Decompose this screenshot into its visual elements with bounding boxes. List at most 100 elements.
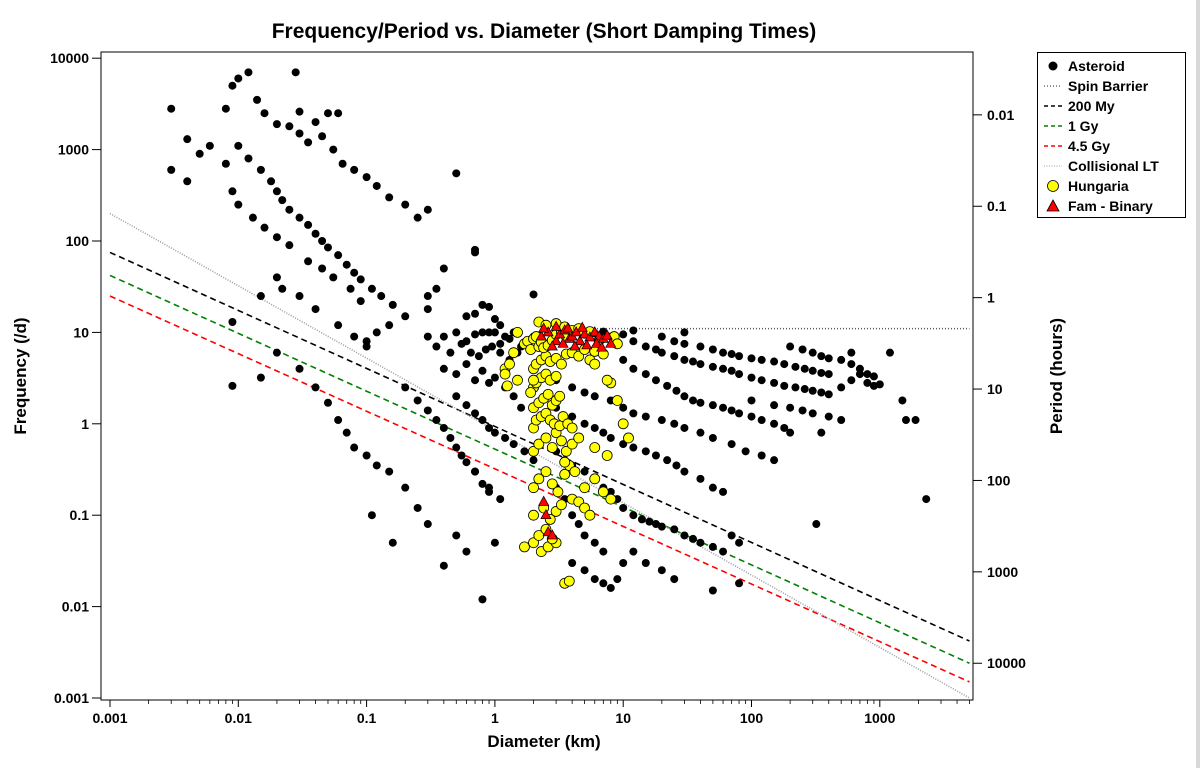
point-asteroid [295, 107, 304, 116]
point-asteroid [311, 118, 320, 127]
legend-symbol-asteroid [1048, 61, 1058, 71]
point-asteroid [439, 561, 448, 570]
point-asteroid [875, 380, 884, 389]
point-asteroid [372, 328, 381, 337]
point-asteroid [680, 531, 689, 540]
point-asteroid [529, 290, 538, 299]
point-asteroid [471, 309, 480, 318]
point-asteroid [329, 145, 338, 154]
point-asteroid [413, 503, 422, 512]
x-tick-label: 0.001 [92, 710, 127, 726]
point-asteroid [490, 538, 499, 547]
point-asteroid [462, 312, 471, 321]
point-asteroid [837, 416, 846, 425]
point-asteroid [228, 381, 237, 390]
point-asteroid [780, 360, 789, 369]
point-asteroid [599, 547, 608, 556]
point-asteroid [490, 315, 499, 324]
point-asteroid [580, 419, 589, 428]
point-asteroid [256, 165, 265, 174]
y2-tick-label: 10000 [987, 655, 1026, 671]
point-asteroid [362, 173, 371, 182]
point-fam-binary [576, 321, 588, 332]
point-asteroid [770, 378, 779, 387]
point-asteroid [757, 355, 766, 364]
point-asteroid [629, 547, 638, 556]
point-asteroid [423, 332, 432, 341]
point-hungaria [589, 473, 601, 485]
legend-item-spin-barrier[interactable]: Spin Barrier [1038, 76, 1187, 96]
point-asteroid [318, 237, 327, 245]
point-hungaria [589, 442, 601, 453]
point-asteroid [680, 467, 689, 476]
point-fam-binary [550, 335, 562, 346]
legend-symbol-collisional-lt [1044, 165, 1062, 167]
point-hungaria [569, 466, 581, 477]
point-hungaria [584, 509, 596, 521]
point-hungaria [563, 575, 575, 587]
point-asteroid [637, 515, 646, 524]
legend-item-1gy[interactable]: 1 Gy [1038, 116, 1187, 136]
point-hungaria [540, 466, 552, 477]
window-edge [1196, 0, 1200, 768]
point-asteroid [689, 534, 698, 543]
point-asteroid [786, 342, 795, 351]
line-1-gy [109, 274, 970, 664]
point-asteroid [496, 321, 505, 330]
point-hungaria [559, 468, 571, 480]
y-tick-label: 0.001 [54, 690, 89, 706]
point-asteroid [670, 352, 679, 361]
point-asteroid [901, 416, 910, 425]
point-asteroid [323, 398, 332, 407]
legend-label-fam-binary: Fam - Binary [1068, 198, 1153, 214]
legend-item-4-5gy[interactable]: 4.5 Gy [1038, 136, 1187, 156]
point-asteroid [770, 419, 779, 428]
point-asteroid [272, 120, 281, 129]
y-tick-label: 10000 [50, 50, 89, 66]
point-asteroid [334, 251, 343, 260]
point-asteroid [757, 451, 766, 460]
point-asteroid [735, 409, 744, 418]
legend-item-fam-binary[interactable]: Fam - Binary [1038, 196, 1187, 216]
point-asteroid [478, 300, 487, 309]
point-asteroid [696, 398, 705, 407]
point-asteroid [423, 406, 432, 415]
legend-item-collisional-lt[interactable]: Collisional LT [1038, 156, 1187, 176]
point-asteroid [253, 95, 262, 104]
chart-title: Frequency/Period vs. Diameter (Short Dam… [272, 20, 817, 43]
point-asteroid [670, 525, 679, 534]
point-asteroid [590, 538, 599, 547]
point-hungaria [605, 493, 617, 505]
point-asteroid [606, 583, 615, 592]
point-asteroid [812, 520, 821, 529]
point-asteroid [696, 474, 705, 483]
point-hungaria [611, 395, 623, 406]
point-asteroid [490, 328, 499, 337]
legend-item-hungaria[interactable]: Hungaria [1038, 176, 1187, 196]
point-asteroid [708, 542, 717, 551]
point-asteroid [568, 383, 577, 392]
point-asteroid [791, 383, 800, 392]
legend-item-asteroid[interactable]: Asteroid [1038, 56, 1187, 76]
legend-item-200my[interactable]: 200 My [1038, 96, 1187, 116]
point-asteroid [780, 423, 789, 432]
point-asteroid [462, 458, 471, 467]
point-asteroid [505, 334, 514, 343]
point-asteroid [619, 355, 628, 364]
point-asteroid [657, 348, 666, 357]
point-asteroid [670, 337, 679, 346]
point-asteroid [267, 177, 276, 186]
point-asteroid [350, 332, 359, 341]
point-asteroid [496, 495, 505, 504]
point-asteroid [786, 428, 795, 437]
point-asteroid [304, 220, 313, 229]
point-asteroid [260, 223, 269, 232]
point-asteroid [244, 68, 253, 77]
point-asteroid [304, 138, 313, 147]
point-asteroid [474, 352, 483, 361]
point-asteroid [285, 241, 294, 250]
point-asteroid [311, 383, 320, 392]
point-asteroid [800, 364, 809, 373]
point-asteroid [657, 522, 666, 531]
point-asteroid [362, 337, 371, 346]
